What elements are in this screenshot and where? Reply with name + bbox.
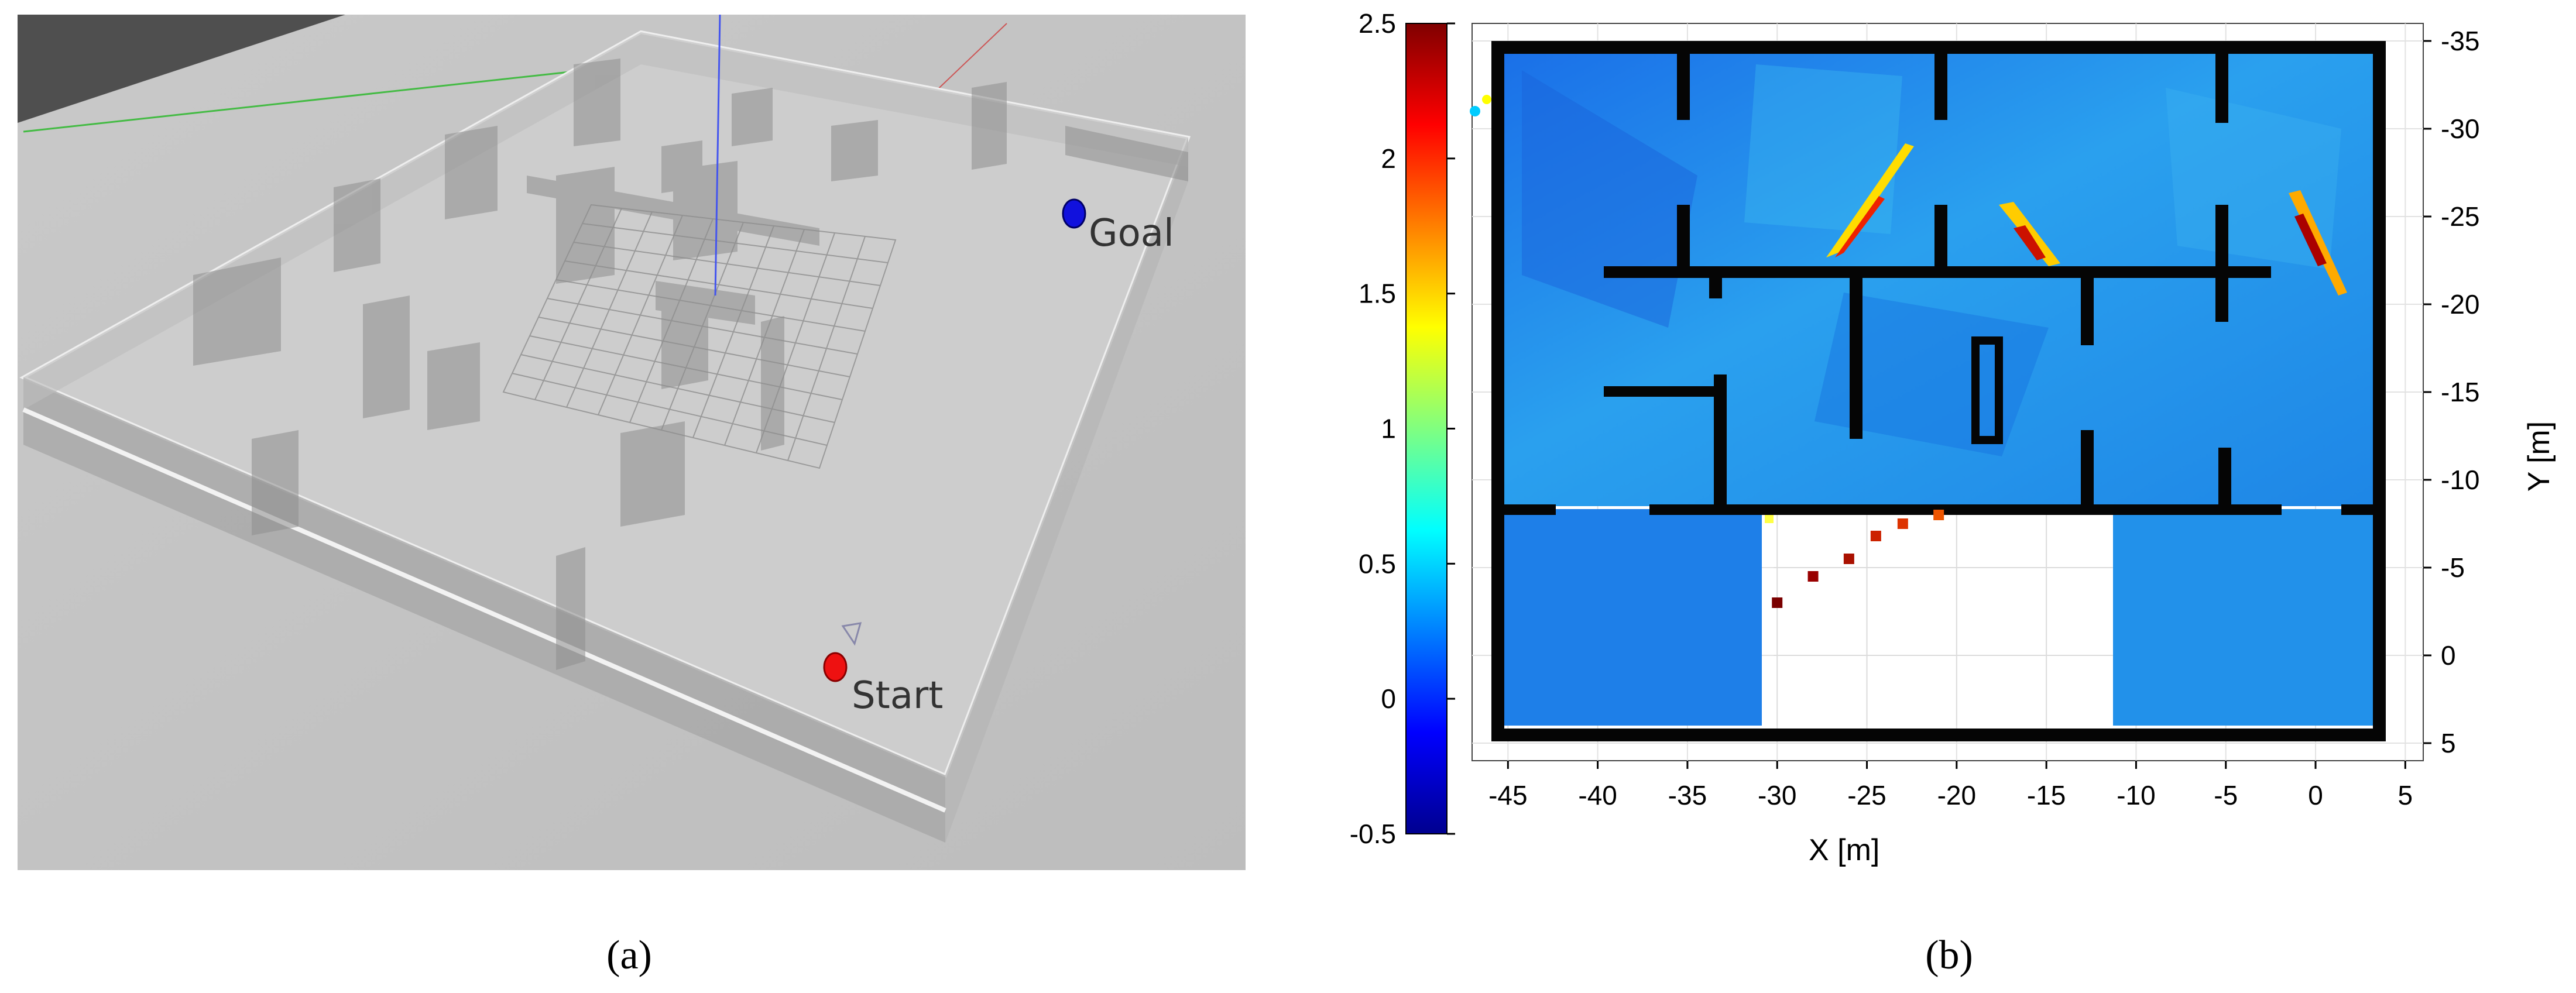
- x-axis-label: X [m]: [1809, 833, 1879, 867]
- y-tick-label: -30: [2441, 114, 2479, 144]
- trajectory-point: [1807, 571, 1819, 582]
- y-tick-label: 0: [2441, 640, 2456, 671]
- arena-wall-north: [641, 32, 1188, 167]
- colorbar: [1405, 23, 1448, 834]
- start-marker: [823, 652, 848, 682]
- caption-b: (b): [1925, 933, 1973, 978]
- unmapped-region: [1774, 515, 2112, 726]
- arena-top-rim: [22, 407, 946, 813]
- x-tick-label: -20: [1937, 780, 1976, 810]
- x-tick-label: -45: [1488, 780, 1527, 810]
- axis-blue-line: [714, 14, 721, 296]
- y-tick-label: -15: [2441, 377, 2479, 407]
- map-walls: [1491, 41, 2386, 741]
- trajectory-point: [1870, 531, 1881, 541]
- y-axis-label: Y [m]: [2522, 421, 2556, 492]
- x-tick-label: -15: [2027, 780, 2066, 810]
- panel-a-simulation: Start Goal: [18, 14, 1246, 870]
- trajectory-point: [1897, 518, 1908, 529]
- inner-walls: [193, 59, 1188, 670]
- colorbar-tick-label: 1: [1381, 414, 1396, 444]
- trajectory-point: [1933, 510, 1944, 520]
- colorbar-ticks: 2.5 2 1.5 1 0.5 0 -0.5: [1350, 8, 1455, 849]
- y-axis-ticks: -35 -30 -25 -20 -15 -10 -5 0 5: [2423, 26, 2479, 758]
- goal-label: Goal: [1089, 212, 1174, 255]
- caption-a: (a): [606, 933, 652, 978]
- x-tick-label: -40: [1578, 780, 1617, 810]
- x-axis-ticks: -45 -40 -35 -30 -25 -20 -15 -10 -5 0 5: [1488, 761, 2413, 810]
- arena-wall-south: [945, 138, 1188, 843]
- panel-b-heatmap: 2.5 2 1.5 1 0.5 0 -0.5: [1350, 8, 2556, 867]
- y-tick-label: 5: [2441, 728, 2456, 758]
- x-tick-label: 5: [2398, 780, 2413, 810]
- y-tick-label: -35: [2441, 26, 2479, 56]
- goal-marker: [1062, 198, 1086, 229]
- colorbar-tick-label: 0.5: [1359, 548, 1396, 579]
- error-hotspots: [1470, 95, 2347, 523]
- region-grid: [1774, 515, 2112, 726]
- y-tick-label: -25: [2441, 201, 2479, 232]
- colorbar-tick-label: 2.5: [1359, 8, 1396, 39]
- arena-wall-east: [23, 32, 641, 410]
- start-label: Start: [852, 674, 943, 717]
- x-tick-label: -30: [1758, 780, 1796, 810]
- x-tick-label: -5: [2214, 780, 2238, 810]
- colorbar-tick-label: 0: [1381, 683, 1396, 714]
- trajectory-point: [1843, 554, 1854, 564]
- axis-green-line: [23, 69, 586, 133]
- y-tick-label: -10: [2441, 465, 2479, 495]
- x-tick-label: -10: [2117, 780, 2155, 810]
- y-tick-label: -5: [2441, 552, 2465, 583]
- colorbar-tick-label: -0.5: [1350, 819, 1396, 849]
- trajectory: [1772, 510, 1944, 608]
- trajectory-point: [1772, 597, 1783, 608]
- y-tick-label: -20: [2441, 289, 2479, 319]
- robot-icon: [841, 622, 862, 646]
- x-tick-label: 0: [2308, 780, 2323, 810]
- x-tick-label: -35: [1668, 780, 1707, 810]
- colorbar-tick-label: 2: [1381, 143, 1396, 174]
- colorbar-tick-label: 1.5: [1359, 279, 1396, 309]
- x-tick-label: -25: [1847, 780, 1886, 810]
